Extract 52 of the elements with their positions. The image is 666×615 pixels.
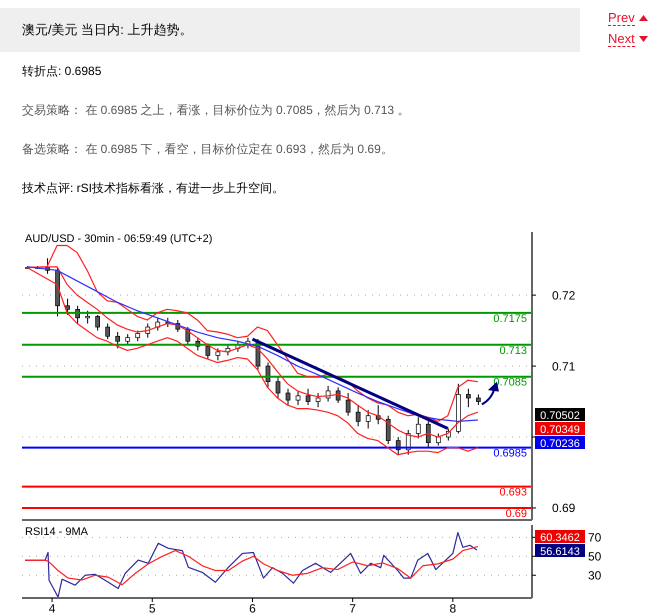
ref-line-label: 0.6985 bbox=[493, 448, 527, 460]
candlestick bbox=[95, 314, 100, 332]
text: 转折点: 0.6985 bbox=[22, 63, 102, 80]
candlestick bbox=[105, 323, 110, 340]
candlestick bbox=[306, 388, 310, 406]
chart-title: RSI14 - 9MA bbox=[25, 526, 88, 538]
candlestick bbox=[476, 394, 481, 406]
ref-line-label: 0.7175 bbox=[493, 312, 527, 325]
ref-line-label: 0.713 bbox=[499, 344, 527, 357]
y-tick-label: 30 bbox=[588, 568, 602, 583]
candlestick bbox=[366, 410, 371, 429]
candlestick bbox=[346, 392, 350, 416]
y-tick-label: 70 bbox=[588, 530, 602, 545]
x-tick-label: 5 bbox=[148, 602, 156, 615]
candlestick bbox=[135, 330, 140, 342]
text: 56.6143 bbox=[540, 546, 580, 558]
text: 0.70236 bbox=[540, 438, 580, 450]
ref-line-label: 0.69 bbox=[506, 508, 527, 520]
candlestick bbox=[85, 310, 90, 324]
text: Prev bbox=[608, 10, 635, 26]
x-tick-label: 4 bbox=[48, 602, 56, 615]
y-tick-label: 50 bbox=[588, 550, 602, 564]
candlestick bbox=[125, 334, 130, 346]
candlestick bbox=[276, 376, 280, 398]
text: 0.70502 bbox=[540, 410, 580, 422]
candlestick bbox=[296, 390, 300, 406]
candlestick bbox=[386, 415, 391, 445]
x-tick-label: 6 bbox=[249, 602, 256, 615]
text: 技术点评: rSI技术指标看涨，有进一步上升空间。 bbox=[22, 180, 284, 197]
text: 备选策略： 在 0.6985 下，看空，目标价位定在 0.693，然后为 0.69。 bbox=[22, 141, 393, 158]
candlestick bbox=[356, 404, 361, 427]
line-series bbox=[24, 546, 478, 586]
text: 交易策略： 在 0.6985 之上，看涨，目标价位为 0.7085，然后为 0.713 。 bbox=[22, 102, 410, 119]
candlestick bbox=[316, 392, 320, 408]
candlestick bbox=[216, 348, 220, 361]
chart-title: 澳元/美元 当日内: 上升趋势。 bbox=[22, 21, 192, 39]
chart-subtitle: AUD/USD - 30min - 06:59:49 (UTC+2) bbox=[25, 233, 212, 245]
candlestick bbox=[416, 416, 421, 439]
ref-line-label: 0.7085 bbox=[493, 376, 527, 389]
ref-line-label: 0.693 bbox=[499, 486, 527, 499]
y-tick-label: 0.71 bbox=[552, 359, 576, 374]
y-tick-label: 0.69 bbox=[552, 501, 576, 516]
candlestick bbox=[466, 388, 471, 408]
text: 60.3462 bbox=[540, 532, 580, 544]
text: 0.70349 bbox=[540, 424, 580, 436]
candlestick bbox=[206, 342, 210, 360]
x-tick-label: 8 bbox=[450, 602, 456, 615]
y-tick-label: 0.72 bbox=[552, 288, 576, 302]
candlestick bbox=[115, 332, 120, 349]
candlestick bbox=[286, 388, 290, 406]
x-tick-label: 7 bbox=[349, 602, 356, 615]
text: Next bbox=[608, 31, 635, 47]
